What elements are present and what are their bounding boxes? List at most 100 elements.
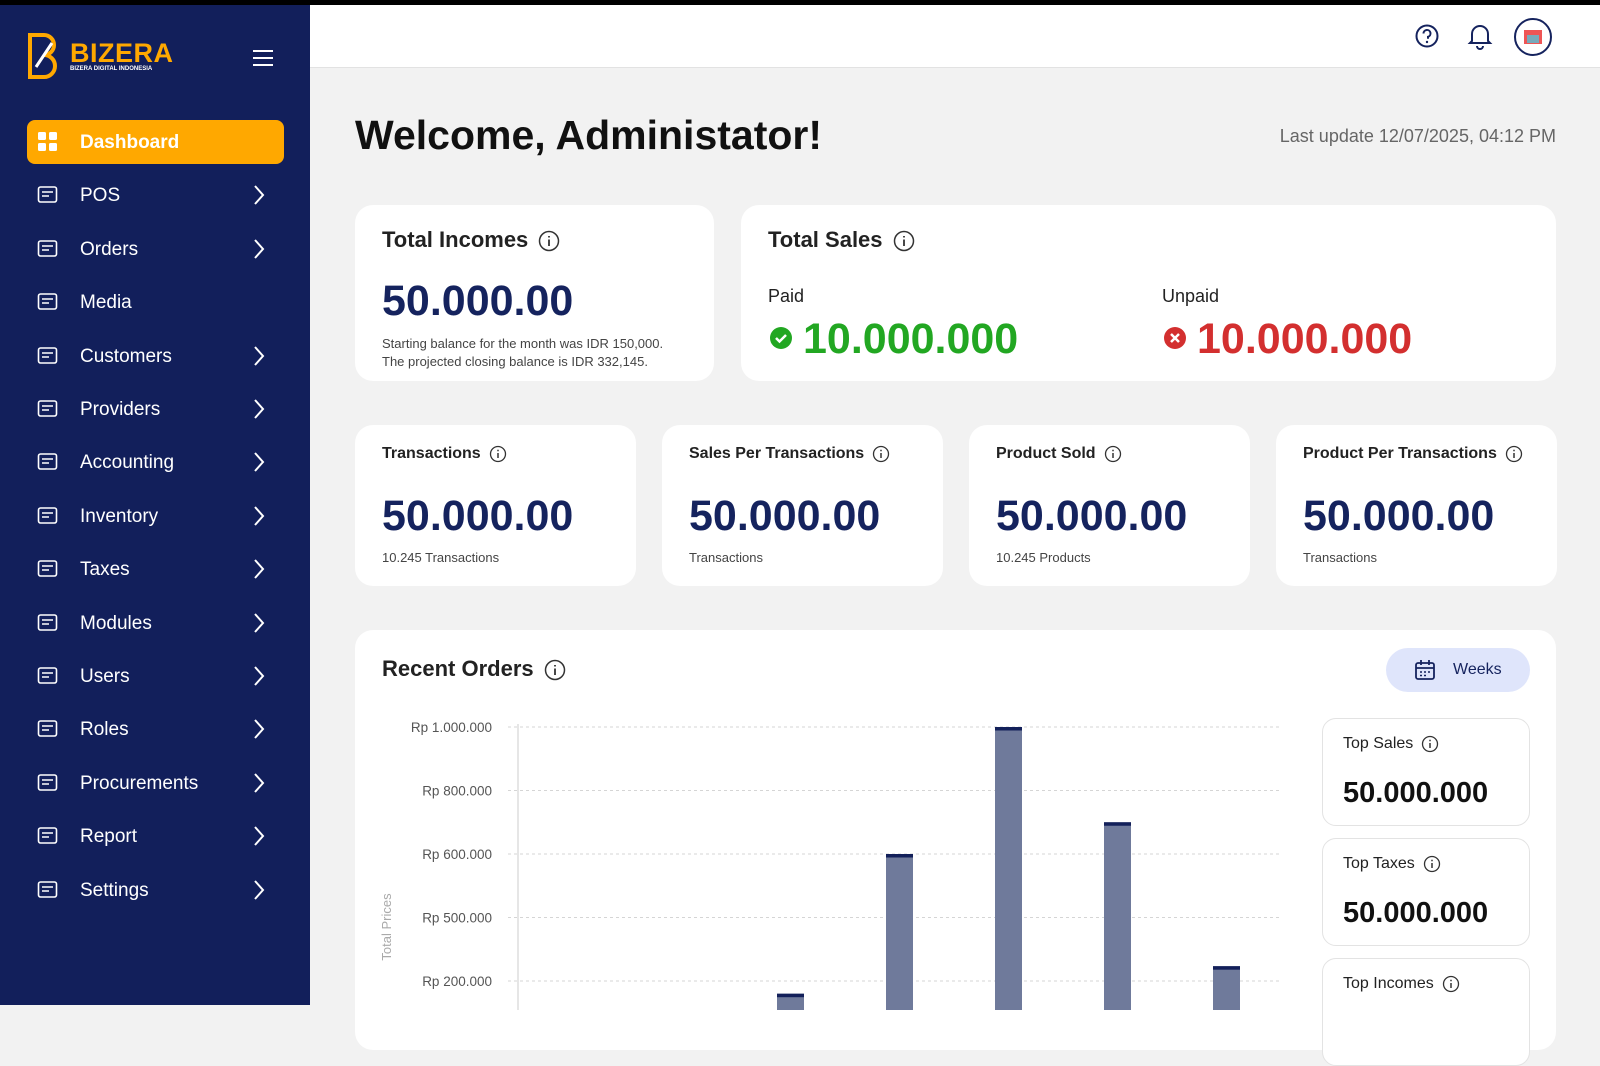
menu-label: Providers <box>80 399 161 420</box>
y-tick-label: Rp 600.000 <box>422 847 492 862</box>
card-title: Total Incomes <box>382 227 529 252</box>
chevron <box>254 452 265 473</box>
unpaid-label: Unpaid <box>1162 286 1220 306</box>
chevron <box>254 345 265 366</box>
info-icon[interactable] <box>1104 445 1122 463</box>
info-icon[interactable] <box>538 230 560 252</box>
avatar[interactable] <box>1513 17 1553 57</box>
last-update: Last update 12/07/2025, 04:12 PM <box>1279 126 1556 146</box>
menu-icon <box>37 346 58 364</box>
info-icon[interactable] <box>1505 445 1523 463</box>
chevron <box>254 826 265 846</box>
bar <box>1213 966 1240 1010</box>
menu-item[interactable]: Roles <box>27 707 284 751</box>
menu-icon <box>37 560 58 577</box>
menu-item[interactable]: Modules <box>27 601 284 645</box>
chevron <box>254 185 265 206</box>
summary-card: Top Taxes 50.000.000 <box>1322 838 1530 946</box>
chevron <box>254 666 265 686</box>
menu-label: Modules <box>80 612 152 634</box>
info-icon[interactable] <box>1423 855 1441 873</box>
menu-icon <box>37 453 58 471</box>
stat-card: Sales Per Transactions 50.000.00 Transacti… <box>662 425 943 586</box>
menu-item[interactable]: Settings <box>27 868 284 912</box>
y-axis-label: Total Prices <box>379 893 394 961</box>
stat-title: Transactions <box>382 445 481 463</box>
bar-cap <box>777 993 804 998</box>
card-title: Recent Orders <box>382 656 534 681</box>
menu-toggle[interactable] <box>252 49 274 67</box>
y-tick-label: Rp 200.000 <box>422 974 492 989</box>
stat-note: 10.245 Transactions <box>382 550 500 565</box>
info-icon[interactable] <box>872 445 890 463</box>
info-icon[interactable] <box>1442 975 1460 993</box>
menu-icon <box>37 239 58 257</box>
stat-card: Product Sold 50.000.00 10.245 Products <box>969 425 1250 586</box>
info-icon[interactable] <box>1421 735 1439 753</box>
info-icon[interactable] <box>893 230 915 252</box>
menu-label: Procurements <box>80 772 199 794</box>
bar-cap <box>995 727 1022 731</box>
menu-item[interactable]: Orders <box>27 227 284 271</box>
bar-cap <box>886 854 913 858</box>
bar <box>1104 822 1131 1010</box>
card-value: 50.000.00 <box>382 277 574 325</box>
paid-icon <box>770 327 792 349</box>
summary-value: 50.000.000 <box>1343 777 1489 809</box>
help-icon[interactable] <box>1414 23 1440 49</box>
period-button[interactable]: Weeks <box>1386 648 1530 692</box>
menu-label: Orders <box>80 238 139 260</box>
stat-title-row: Product Per Transactions <box>1303 445 1523 463</box>
bar <box>886 854 913 1010</box>
menu-item[interactable]: Dashboard <box>27 120 284 164</box>
menu-icon <box>37 667 58 684</box>
menu-label: Dashboard <box>80 132 180 153</box>
menu-icon <box>38 132 57 151</box>
stat-card: Product Per Transactions 50.000.00 Transac… <box>1276 425 1557 586</box>
menu-label: Report <box>80 826 138 848</box>
y-tick-label: Rp 800.000 <box>422 784 492 799</box>
summary-title: Top Taxes <box>1343 855 1415 873</box>
stat-note: Transactions <box>1303 550 1377 565</box>
info-icon[interactable] <box>489 445 507 463</box>
chevron <box>254 506 265 526</box>
chevron <box>254 559 265 579</box>
card-note: The projected closing balance is IDR 332… <box>382 354 648 369</box>
paid-label: Paid <box>768 286 805 306</box>
menu-icon <box>37 773 58 791</box>
stat-value: 50.000.00 <box>996 492 1188 540</box>
menu-item[interactable]: Accounting <box>27 440 284 484</box>
summary-title-row: Top Incomes <box>1343 975 1460 993</box>
menu-icon <box>37 613 58 631</box>
menu-item[interactable]: Customers <box>27 334 284 378</box>
menu-item[interactable]: Report <box>27 814 284 858</box>
recent-orders-card: Recent Orders Weeks Top Sales 50.000.000 T… <box>355 630 1556 1066</box>
menu-item[interactable]: Taxes <box>27 547 284 591</box>
menu-item[interactable]: Users <box>27 654 284 698</box>
summary-title-row: Top Sales <box>1343 735 1439 753</box>
total-incomes-card: Total Incomes 50.000.00 Starting balance… <box>355 205 714 381</box>
chevron <box>254 239 265 259</box>
stat-value: 50.000.00 <box>689 492 881 540</box>
summary-card: Top Incomes <box>1322 958 1530 1066</box>
period-button-label: Weeks <box>1453 661 1502 678</box>
menu-item[interactable]: Providers <box>27 387 284 431</box>
summary-title: Top Sales <box>1343 735 1414 753</box>
menu-item[interactable]: POS <box>27 173 284 217</box>
menu-item[interactable]: Media <box>27 280 284 324</box>
paid-value: 10.000.000 <box>803 315 1019 363</box>
menu-label: Roles <box>80 719 129 741</box>
menu-item[interactable]: Procurements <box>27 761 284 805</box>
menu-icon <box>37 880 58 898</box>
menu-label: Accounting <box>80 452 175 474</box>
info-icon[interactable] <box>544 659 566 681</box>
notification-icon[interactable] <box>1467 22 1493 50</box>
stat-title: Product Sold <box>996 445 1096 463</box>
menu-item[interactable]: Inventory <box>27 494 284 538</box>
card-title: Total Sales <box>768 227 883 252</box>
menu-label: POS <box>80 185 121 207</box>
summary-card: Top Sales 50.000.000 <box>1322 718 1530 826</box>
total-sales-card: Total Sales Paid 10.000.000 Unpaid 10.00… <box>741 205 1556 381</box>
sidebar: BIZERA BIZERA DIGITAL INDONESIA Dashboar… <box>0 5 310 1005</box>
